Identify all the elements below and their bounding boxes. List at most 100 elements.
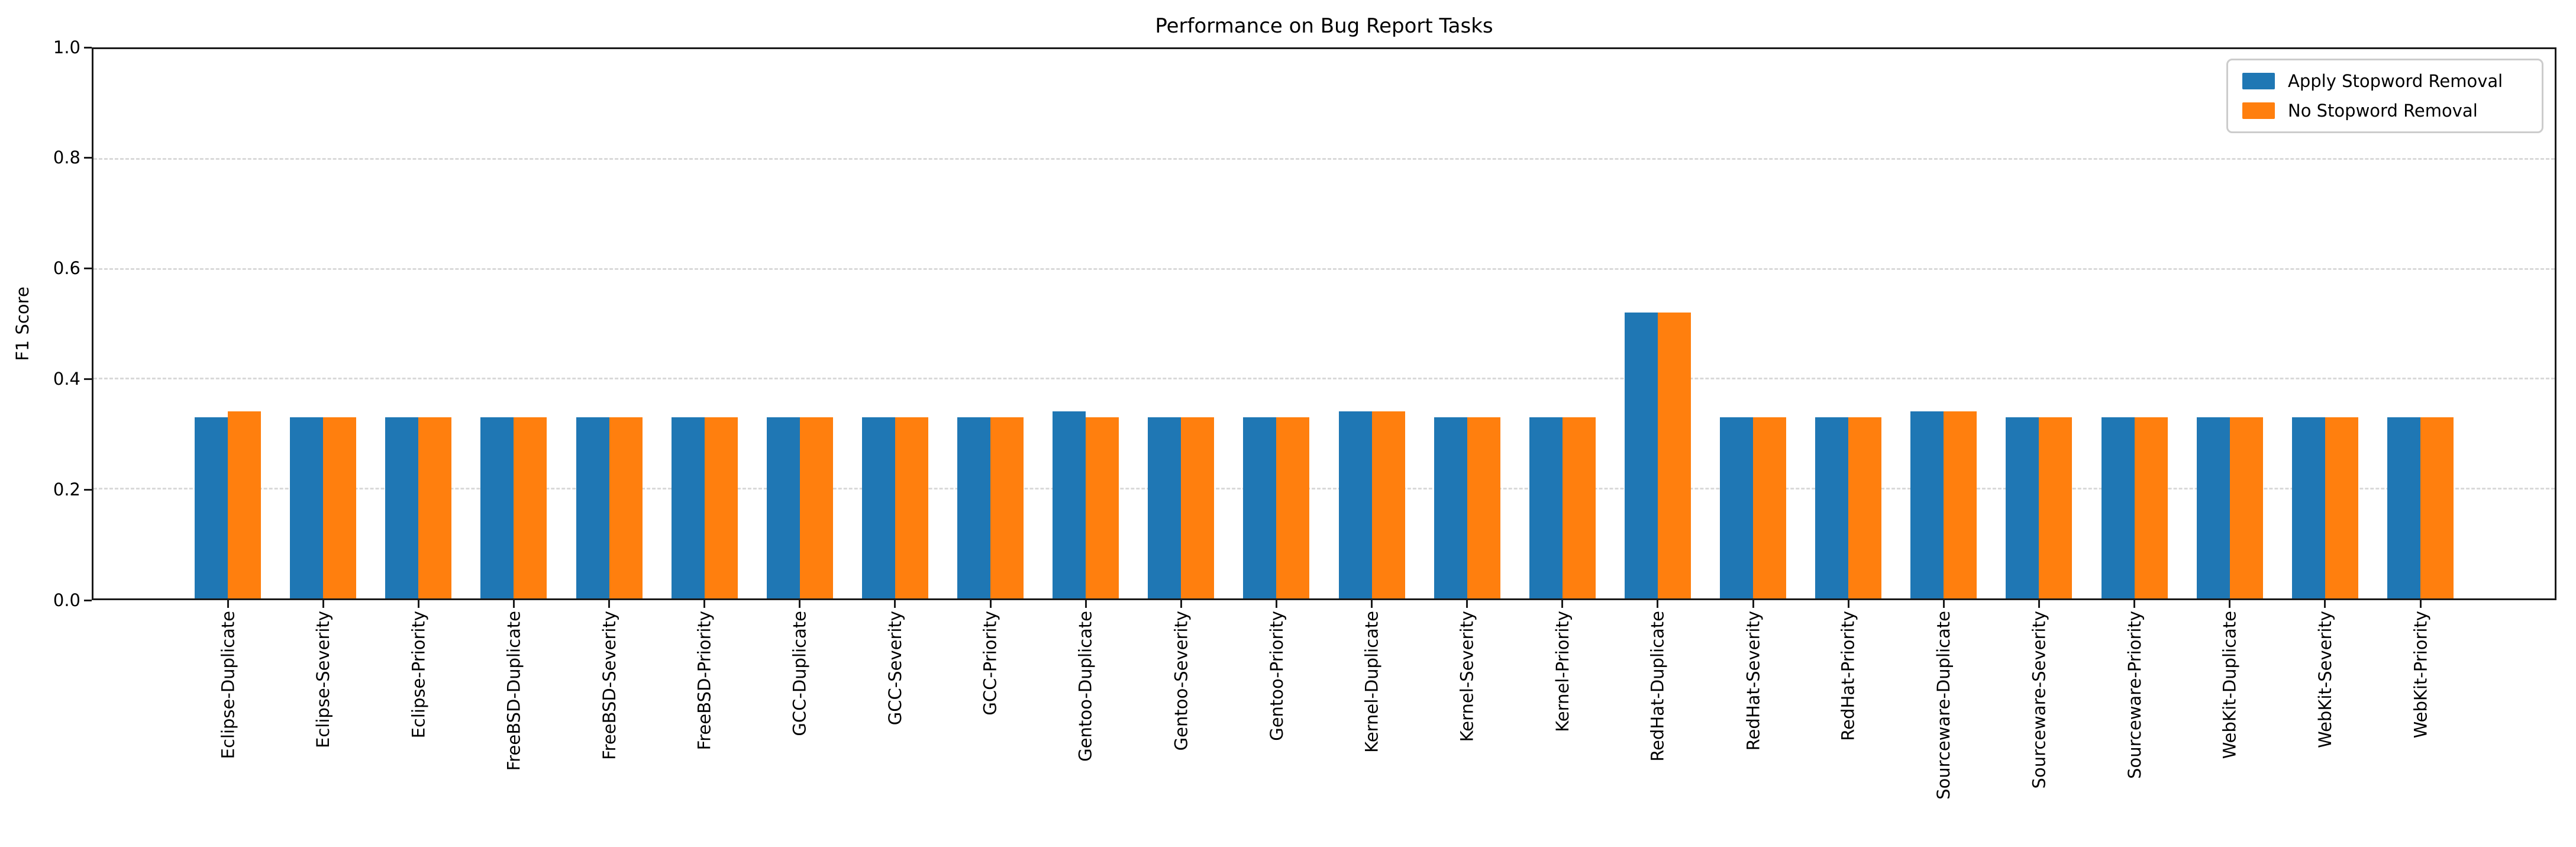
legend-label: No Stopword Removal — [2288, 101, 2478, 121]
x-tick-mark — [417, 600, 419, 608]
chart-title: Performance on Bug Report Tasks — [1155, 14, 1493, 38]
bar-apply-stopword-GCC-Severity — [861, 417, 895, 598]
x-tick-mark — [989, 600, 992, 608]
bar-apply-stopword-Sourceware-Severity — [2006, 417, 2039, 598]
y-tick-label: 0.4 — [53, 368, 80, 389]
bar-apply-stopword-Gentoo-Priority — [1243, 417, 1277, 598]
legend-swatch-no-stopword-removal — [2242, 102, 2275, 119]
x-tick-label: Gentoo-Priority — [1266, 611, 1287, 741]
legend-swatch-apply-stopword-removal — [2242, 73, 2275, 89]
y-axis-label: F1 Score — [12, 286, 33, 361]
y-tick-mark — [84, 488, 92, 491]
x-tick-label: WebKit-Severity — [2314, 611, 2335, 748]
bar-no-stopword-FreeBSD-Duplicate — [514, 417, 547, 598]
x-tick-mark — [1466, 600, 1468, 608]
bar-apply-stopword-WebKit-Priority — [2387, 417, 2420, 598]
gridline — [93, 158, 2555, 160]
x-tick-mark — [512, 600, 515, 608]
bar-no-stopword-GCC-Severity — [895, 417, 928, 598]
y-tick-label: 1.0 — [53, 37, 80, 57]
x-tick-mark — [608, 600, 611, 608]
x-tick-label: RedHat-Duplicate — [1647, 611, 1668, 762]
x-tick-label: GCC-Severity — [885, 611, 905, 726]
x-tick-label: Eclipse-Severity — [313, 611, 334, 748]
x-tick-label: Gentoo-Severity — [1171, 611, 1192, 751]
bar-apply-stopword-Kernel-Severity — [1434, 417, 1467, 598]
x-tick-mark — [2133, 600, 2136, 608]
x-tick-label: Gentoo-Duplicate — [1076, 611, 1096, 762]
x-tick-mark — [799, 600, 801, 608]
x-tick-label: Sourceware-Severity — [2029, 611, 2049, 789]
x-tick-mark — [1752, 600, 1754, 608]
bar-no-stopword-Kernel-Priority — [1562, 417, 1596, 598]
x-tick-mark — [1180, 600, 1182, 608]
bar-no-stopword-Gentoo-Priority — [1276, 417, 1310, 598]
y-tick-mark — [84, 378, 92, 380]
y-tick-label: 0.8 — [53, 147, 80, 168]
y-tick-label: 0.0 — [53, 590, 80, 610]
x-tick-mark — [1942, 600, 1945, 608]
bar-no-stopword-WebKit-Duplicate — [2229, 417, 2263, 598]
x-tick-mark — [1657, 600, 1659, 608]
bar-apply-stopword-WebKit-Duplicate — [2196, 417, 2230, 598]
legend-item-apply-stopword-removal: Apply Stopword Removal — [2242, 71, 2527, 91]
x-tick-label: RedHat-Severity — [1743, 611, 1764, 751]
x-tick-mark — [322, 600, 324, 608]
x-tick-label: FreeBSD-Severity — [599, 611, 619, 760]
bar-apply-stopword-Gentoo-Duplicate — [1053, 411, 1086, 598]
legend-label: Apply Stopword Removal — [2288, 71, 2503, 91]
y-tick-mark — [84, 268, 92, 270]
x-tick-mark — [227, 600, 229, 608]
bar-apply-stopword-RedHat-Duplicate — [1624, 313, 1658, 598]
x-tick-label: Kernel-Priority — [1552, 611, 1573, 732]
x-tick-mark — [2324, 600, 2326, 608]
bar-apply-stopword-FreeBSD-Severity — [576, 417, 609, 598]
bar-no-stopword-RedHat-Priority — [1848, 417, 1882, 598]
bar-no-stopword-Eclipse-Priority — [418, 417, 452, 598]
x-tick-mark — [2038, 600, 2040, 608]
gridline — [93, 268, 2555, 270]
x-tick-label: Sourceware-Duplicate — [1933, 611, 1954, 800]
x-tick-mark — [1084, 600, 1087, 608]
bar-no-stopword-Sourceware-Severity — [2039, 417, 2073, 598]
y-tick-label: 0.2 — [53, 479, 80, 500]
bar-apply-stopword-FreeBSD-Priority — [671, 417, 705, 598]
y-tick-mark — [84, 599, 92, 601]
bar-apply-stopword-Sourceware-Duplicate — [1910, 411, 1944, 598]
bar-no-stopword-FreeBSD-Severity — [609, 417, 643, 598]
x-tick-label: FreeBSD-Priority — [694, 611, 715, 751]
bar-apply-stopword-Gentoo-Severity — [1148, 417, 1182, 598]
legend-item-no-stopword-removal: No Stopword Removal — [2242, 101, 2527, 121]
bar-no-stopword-Kernel-Duplicate — [1371, 411, 1405, 598]
bar-apply-stopword-Eclipse-Severity — [290, 417, 324, 598]
gridline — [93, 378, 2555, 380]
bar-apply-stopword-RedHat-Severity — [1720, 417, 1754, 598]
x-tick-mark — [2419, 600, 2422, 608]
bar-apply-stopword-Eclipse-Duplicate — [195, 417, 228, 598]
bar-no-stopword-RedHat-Duplicate — [1657, 313, 1691, 598]
x-tick-label: WebKit-Priority — [2410, 611, 2430, 739]
bar-no-stopword-Kernel-Severity — [1467, 417, 1500, 598]
x-tick-mark — [1561, 600, 1564, 608]
bar-no-stopword-Eclipse-Severity — [323, 417, 357, 598]
bar-no-stopword-WebKit-Severity — [2325, 417, 2358, 598]
x-tick-label: FreeBSD-Duplicate — [503, 611, 524, 771]
bar-apply-stopword-Kernel-Priority — [1529, 417, 1563, 598]
bar-apply-stopword-RedHat-Priority — [1815, 417, 1849, 598]
bar-apply-stopword-Sourceware-Priority — [2101, 417, 2135, 598]
bar-apply-stopword-GCC-Duplicate — [766, 417, 800, 598]
bar-no-stopword-FreeBSD-Priority — [704, 417, 738, 598]
x-tick-mark — [894, 600, 896, 608]
bar-no-stopword-Gentoo-Duplicate — [1086, 417, 1119, 598]
y-tick-label: 0.6 — [53, 258, 80, 279]
x-tick-label: Kernel-Duplicate — [1361, 611, 1382, 753]
x-tick-mark — [1371, 600, 1373, 608]
x-tick-mark — [703, 600, 706, 608]
x-tick-mark — [1275, 600, 1277, 608]
bar-no-stopword-Sourceware-Priority — [2134, 417, 2168, 598]
bar-apply-stopword-GCC-Priority — [957, 417, 991, 598]
bar-no-stopword-Gentoo-Severity — [1181, 417, 1215, 598]
bar-apply-stopword-FreeBSD-Duplicate — [480, 417, 514, 598]
bar-apply-stopword-Eclipse-Priority — [385, 417, 419, 598]
